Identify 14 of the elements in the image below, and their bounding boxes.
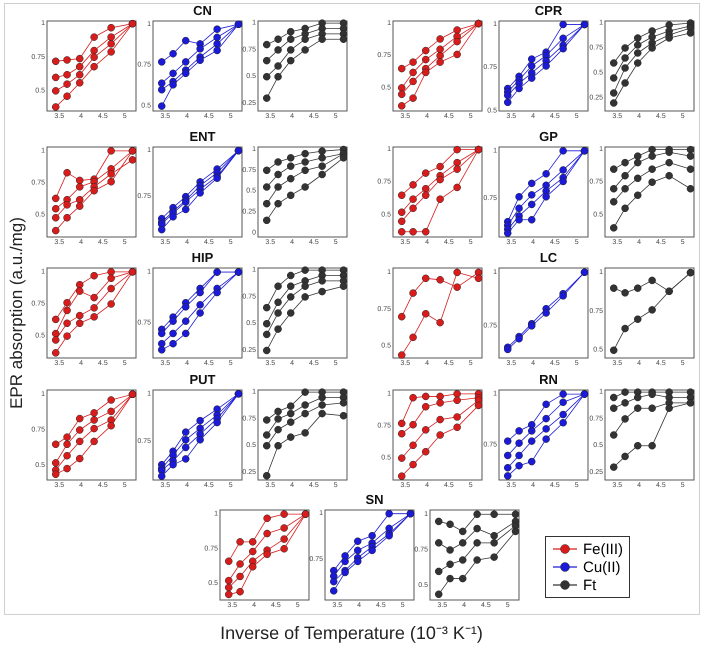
chart-title: SN [365,492,384,507]
chart-title: PUT [190,372,216,387]
chart-title: CN [193,3,212,18]
y-axis-title: EPR absorption (a.u./mg) [7,217,27,409]
chart-title: RN [539,372,558,387]
legend-label: Cu(II) [583,558,620,576]
chart-title: HIP [192,250,214,265]
x-axis-title: Inverse of Temperature (10⁻³ K⁻¹) [220,622,483,644]
chart-title: LC [540,250,558,265]
legend-label: Fe(III) [583,540,623,558]
legend-label: Ft [583,576,596,594]
chart-title: CPR [534,3,563,18]
chart-title: GP [539,129,558,144]
chart-title: ENT [190,129,216,144]
